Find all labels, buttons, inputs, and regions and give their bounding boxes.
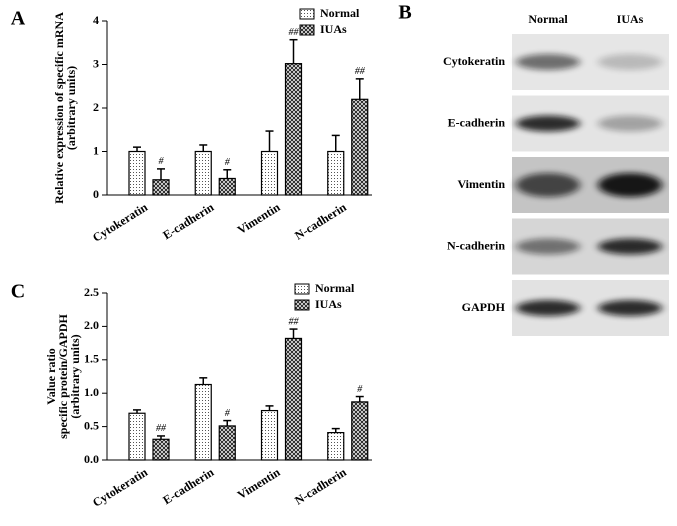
significance-mark: ## xyxy=(156,423,167,434)
y-tick-label: 2 xyxy=(93,100,99,114)
bar xyxy=(128,412,146,461)
bar xyxy=(128,150,146,196)
y-tick-label: 0.5 xyxy=(84,418,99,432)
y-tick-label: 3 xyxy=(93,56,99,70)
y-tick-label: 0.0 xyxy=(84,452,99,466)
bar xyxy=(194,383,212,461)
blot-band xyxy=(516,54,580,70)
significance-mark: ## xyxy=(355,66,366,77)
x-tick-label: N-cadherin xyxy=(292,200,349,243)
blot-column-label: Normal xyxy=(528,12,568,26)
bar xyxy=(284,63,303,196)
y-axis-label: specific protein/GAPDH xyxy=(56,313,70,438)
y-tick-label: 1.0 xyxy=(84,385,99,399)
y-tick-label: 1 xyxy=(93,143,99,157)
blot-band xyxy=(598,115,662,132)
bar xyxy=(351,401,369,461)
significance-mark: # xyxy=(225,157,231,168)
blot-column-label: IUAs xyxy=(617,12,644,26)
panel-label: C xyxy=(11,281,25,303)
bar xyxy=(152,438,170,461)
bar xyxy=(327,150,345,196)
y-tick-label: 0 xyxy=(93,187,99,201)
x-tick-label: E-cadherin xyxy=(160,465,216,507)
blot-band xyxy=(516,173,580,197)
blot-row-label: N-cadherin xyxy=(447,238,505,252)
panel-label: A xyxy=(11,8,26,30)
blot-band xyxy=(516,238,580,255)
significance-mark: ## xyxy=(289,27,300,38)
x-tick-label: N-cadherin xyxy=(292,465,349,508)
blot-row-label: Vimentin xyxy=(457,177,505,191)
legend-label: Normal xyxy=(320,6,360,20)
legend-label: Normal xyxy=(315,281,355,295)
blot-band xyxy=(516,300,580,316)
legend-swatch xyxy=(299,8,315,20)
significance-mark: # xyxy=(357,384,363,395)
blot-band xyxy=(516,115,580,132)
bar xyxy=(284,337,303,461)
legend-label: IUAs xyxy=(315,297,342,311)
bar xyxy=(260,150,279,196)
x-tick-label: Cytokeratin xyxy=(90,465,150,510)
blot-band xyxy=(598,54,662,70)
y-axis-label: (arbitrary units) xyxy=(68,334,82,418)
y-tick-label: 2.0 xyxy=(84,318,99,332)
blot-row-label: E-cadherin xyxy=(448,115,506,129)
legend-swatch xyxy=(294,299,310,311)
bar xyxy=(152,179,170,196)
x-tick-label: Cytokeratin xyxy=(90,200,150,245)
x-tick-label: E-cadherin xyxy=(160,200,216,242)
blot-band xyxy=(598,173,662,197)
y-tick-label: 2.5 xyxy=(84,285,99,299)
blot-row-label: Cytokeratin xyxy=(443,54,505,68)
bar xyxy=(218,177,236,196)
significance-mark: ## xyxy=(289,316,300,327)
panel-label: B xyxy=(398,2,411,24)
x-tick-label: Vimentin xyxy=(235,200,283,237)
significance-mark: # xyxy=(159,156,165,167)
blot-band xyxy=(598,238,662,255)
bar xyxy=(351,98,369,196)
legend-label: IUAs xyxy=(320,22,347,36)
y-axis-label: Value ratio xyxy=(44,348,58,405)
legend-swatch xyxy=(294,283,310,295)
legend-swatch xyxy=(299,24,315,36)
y-axis-label: Relative expression of specific mRNA xyxy=(52,12,66,204)
bar xyxy=(327,432,345,461)
blot-row-label: GAPDH xyxy=(462,300,506,314)
significance-mark: # xyxy=(225,408,231,419)
bar xyxy=(260,409,279,461)
y-axis-label: (arbitrary units) xyxy=(64,66,78,150)
bar xyxy=(194,150,212,196)
x-tick-label: Vimentin xyxy=(235,465,283,502)
blot-band xyxy=(598,300,662,316)
y-tick-label: 4 xyxy=(93,13,99,27)
bar xyxy=(218,425,236,461)
y-tick-label: 1.5 xyxy=(84,352,99,366)
